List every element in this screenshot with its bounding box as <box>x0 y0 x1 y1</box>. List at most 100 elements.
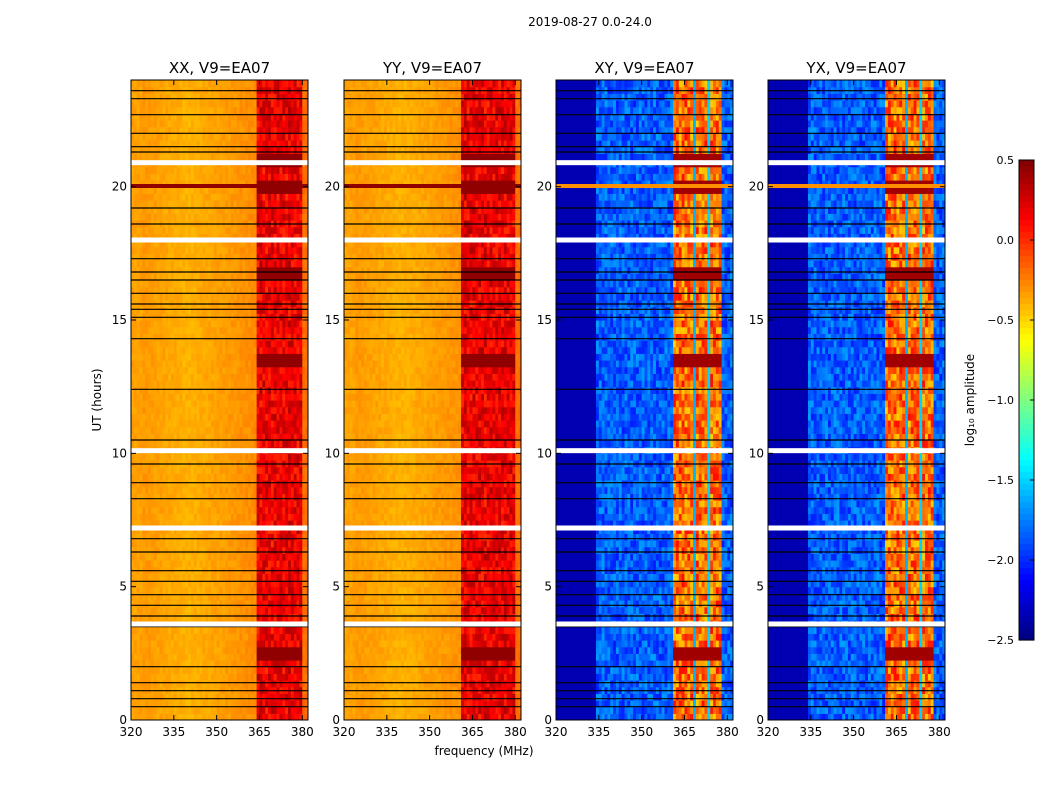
heatmap-cell <box>131 260 135 268</box>
heatmap-cell <box>219 453 223 461</box>
heatmap-cell <box>288 386 292 394</box>
heatmap-cell <box>188 226 192 234</box>
heatmap-cell <box>199 280 203 288</box>
heatmap-cell <box>259 340 263 348</box>
heatmap-cell <box>230 606 235 614</box>
heatmap-cell <box>268 226 272 234</box>
heatmap-cell <box>262 260 266 268</box>
heatmap-cell <box>228 473 232 481</box>
heatmap-cell <box>145 553 149 561</box>
heatmap-cell <box>190 493 195 501</box>
heatmap-cell <box>276 560 281 568</box>
heatmap-cell <box>150 640 155 648</box>
heatmap-cell <box>242 406 246 414</box>
heatmap-cell <box>153 226 158 234</box>
heatmap-cell <box>205 520 209 528</box>
heatmap-cell <box>208 233 212 241</box>
heatmap-cell <box>185 266 189 274</box>
heatmap-cell <box>159 473 163 481</box>
heatmap-cell <box>282 473 286 481</box>
heatmap-cell <box>210 240 215 248</box>
heatmap-cell <box>250 240 255 248</box>
heatmap-cell <box>219 400 223 408</box>
heatmap-cell <box>270 420 275 428</box>
heatmap-cell <box>168 420 172 428</box>
heatmap-cell <box>259 426 263 434</box>
heatmap-cell <box>276 613 281 621</box>
heatmap-cell <box>262 233 266 241</box>
heatmap-cell <box>233 233 238 241</box>
heatmap-cell <box>253 493 258 501</box>
heatmap-cell <box>185 580 189 588</box>
heatmap-cell <box>205 500 209 508</box>
heatmap-cell <box>173 226 178 234</box>
heatmap-cell <box>150 633 155 641</box>
heatmap-cell <box>242 413 246 421</box>
heatmap-cell <box>299 520 303 528</box>
heatmap-cell <box>185 653 189 661</box>
heatmap-cell <box>156 700 161 708</box>
heatmap-cell <box>302 473 306 481</box>
heatmap-cell <box>222 540 226 548</box>
heatmap-cell <box>276 600 281 608</box>
heatmap-cell <box>225 440 229 448</box>
heatmap-cell <box>239 406 243 414</box>
heatmap-cell <box>159 653 163 661</box>
heatmap-cell <box>285 320 289 328</box>
heatmap-cell <box>285 440 289 448</box>
heatmap-cell <box>139 333 144 341</box>
heatmap-cell <box>205 246 209 254</box>
heatmap-cell <box>179 240 183 248</box>
heatmap-cell <box>176 266 181 274</box>
heatmap-cell <box>268 420 272 428</box>
heatmap-cell <box>185 426 189 434</box>
heatmap-cell <box>208 493 212 501</box>
heatmap-cell <box>293 700 298 708</box>
heatmap-cell <box>276 660 281 668</box>
heatmap-cell <box>159 520 163 528</box>
heatmap-cell <box>153 180 158 188</box>
heatmap-cell <box>190 246 195 254</box>
heatmap-cell <box>242 393 246 401</box>
heatmap-cell <box>302 293 306 301</box>
heatmap-cell <box>196 586 201 594</box>
heatmap-cell <box>216 213 221 221</box>
heatmap-cell <box>245 420 249 428</box>
heatmap-cell <box>253 606 258 614</box>
heatmap-cell <box>219 186 223 194</box>
heatmap-cell <box>188 193 192 201</box>
heatmap-cell <box>168 180 172 188</box>
heatmap-cell <box>293 213 298 221</box>
heatmap-cell <box>242 420 246 428</box>
heatmap-cell <box>202 326 206 334</box>
heatmap-cell <box>236 380 241 388</box>
heatmap-cell <box>305 540 308 548</box>
heatmap-cell <box>210 333 215 341</box>
heatmap-cell <box>225 426 229 434</box>
heatmap-cell <box>182 366 186 374</box>
heatmap-cell <box>219 193 223 201</box>
heatmap-cell <box>170 706 175 714</box>
heatmap-cell <box>193 280 198 288</box>
heatmap-cell <box>236 393 241 401</box>
heatmap-cell <box>256 626 261 634</box>
heatmap-cell <box>290 233 295 241</box>
heatmap-cell <box>273 380 278 388</box>
heatmap-cell <box>270 693 275 701</box>
heatmap-cell <box>279 426 283 434</box>
heatmap-cell <box>165 500 169 508</box>
heatmap-cell <box>142 666 146 674</box>
heatmap-cell <box>153 420 158 428</box>
heatmap-cell <box>162 433 166 441</box>
heatmap-cell <box>270 206 275 214</box>
heatmap-cell <box>136 580 141 588</box>
heatmap-cell <box>176 213 181 221</box>
heatmap-cell <box>133 560 138 568</box>
heatmap-cell <box>268 473 272 481</box>
heatmap-cell <box>219 433 223 441</box>
heatmap-cell <box>273 513 278 521</box>
heatmap-cell <box>299 606 303 614</box>
heatmap-cell <box>273 246 278 254</box>
heatmap-cell <box>173 700 178 708</box>
heatmap-cell <box>188 440 192 448</box>
